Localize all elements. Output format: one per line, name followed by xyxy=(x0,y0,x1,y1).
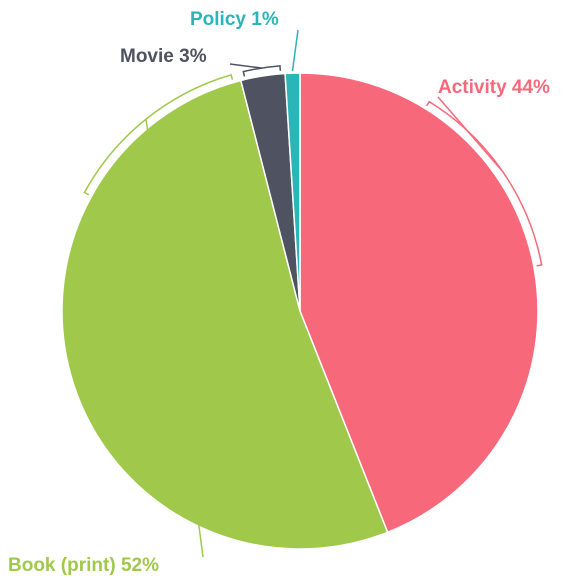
slice-label: Book (print) 52% xyxy=(8,555,159,576)
slice-value-label: 3% xyxy=(179,46,207,67)
slice-value-label: 52% xyxy=(121,555,159,576)
slice-label: Policy 1% xyxy=(190,9,279,30)
slice-category: Activity xyxy=(438,77,507,98)
pie-slice xyxy=(299,72,539,534)
slice-category: Policy xyxy=(190,9,246,30)
slice-label: Activity 44% xyxy=(438,77,550,98)
pie-slice xyxy=(61,79,389,550)
leader-line xyxy=(145,119,204,558)
leader-line xyxy=(437,96,504,172)
slice-value-label: 1% xyxy=(251,9,279,30)
leader-line xyxy=(229,63,262,69)
slice-category: Book (print) xyxy=(8,555,116,576)
label-bracket xyxy=(242,65,282,77)
slice-label: Movie 3% xyxy=(120,46,207,67)
slice-category: Movie xyxy=(120,46,174,67)
pie-slice xyxy=(284,72,301,312)
leader-line xyxy=(291,29,299,72)
slice-value-label: 44% xyxy=(512,77,550,98)
